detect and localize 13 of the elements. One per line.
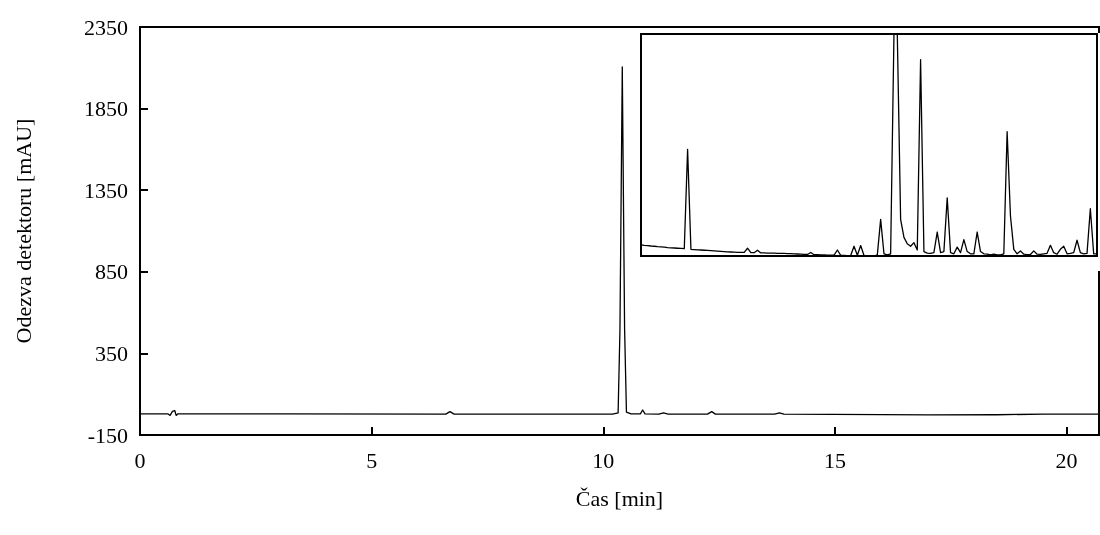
y-tick-label: -150 xyxy=(87,422,128,448)
x-tick-label: 0 xyxy=(134,447,146,473)
x-axis-title: Čas [min] xyxy=(575,485,664,511)
y-tick-label: 850 xyxy=(95,259,128,285)
y-tick-label: 350 xyxy=(95,340,128,366)
y-tick-label: 1350 xyxy=(84,177,128,203)
y-axis-title: Odezva detektoru [mAU] xyxy=(10,118,36,344)
x-tick-label: 20 xyxy=(1055,447,1078,473)
x-tick-label: 5 xyxy=(366,447,378,473)
x-tick-label: 15 xyxy=(823,447,846,473)
x-tick-label: 10 xyxy=(592,447,615,473)
y-tick-label: 2350 xyxy=(84,14,128,40)
y-tick-label: 1850 xyxy=(84,96,128,122)
